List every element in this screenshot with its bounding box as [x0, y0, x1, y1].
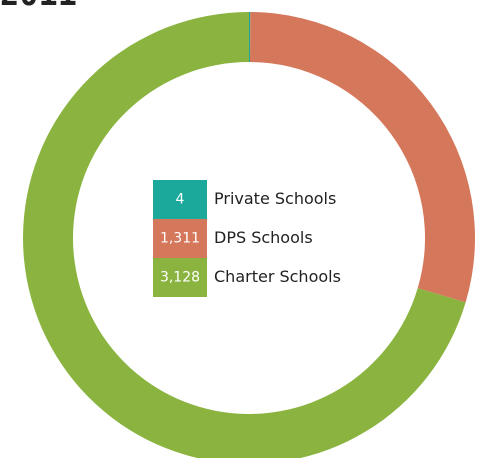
chart-title: 2011 [0, 0, 77, 13]
legend-label: DPS Schools [214, 228, 313, 247]
legend-label: Charter Schools [214, 267, 341, 286]
value-label: 3,128 [160, 270, 200, 286]
value-label: 1,311 [160, 231, 200, 247]
legend-swatch [153, 258, 207, 297]
legend-swatch [153, 219, 207, 258]
donut-segment [249, 12, 475, 303]
legend-swatch [153, 180, 207, 219]
value-label: 4 [176, 192, 185, 208]
donut-segment [249, 12, 251, 63]
legend-label: Private Schools [214, 189, 336, 208]
